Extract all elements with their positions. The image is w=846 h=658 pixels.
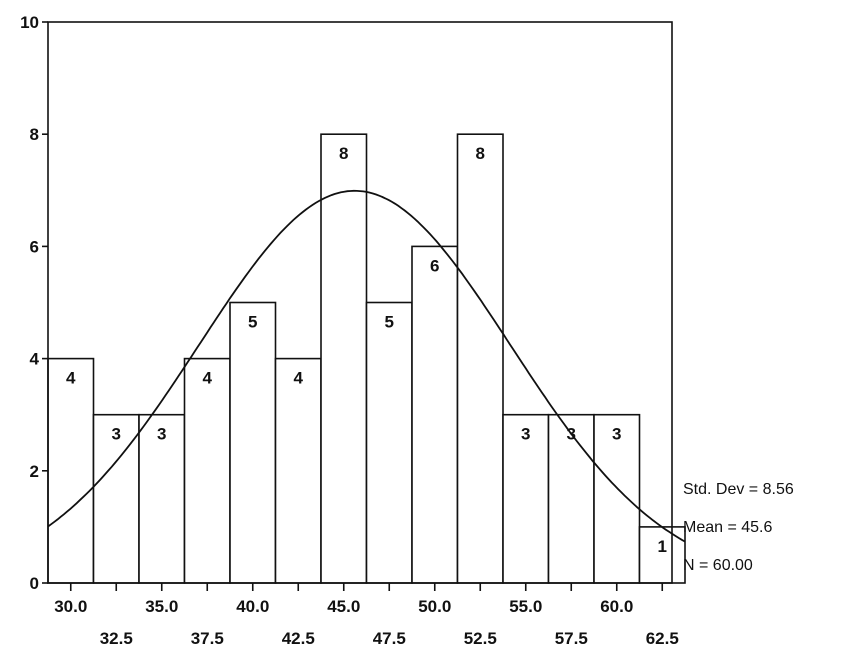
x-tick-label: 32.5	[100, 629, 133, 648]
stat-std-dev: Std. Dev = 8.56	[683, 481, 794, 498]
bar-count-label: 3	[157, 425, 166, 444]
x-tick-label: 30.0	[54, 597, 87, 616]
y-tick-label: 6	[30, 237, 39, 256]
histogram-bar	[138, 413, 186, 584]
y-tick-label: 0	[30, 574, 39, 593]
y-tick-label: 2	[30, 462, 39, 481]
histogram-bar	[274, 357, 322, 584]
x-tick-label: 40.0	[236, 597, 269, 616]
histogram-bar	[183, 357, 231, 584]
stat-n: N = 60.00	[683, 557, 753, 574]
labels-layer: 4 3 3 4 5 4 8 5 6 8 3 3 3 1	[66, 144, 667, 556]
x-tick-label: 45.0	[327, 597, 360, 616]
bar-count-label: 4	[66, 369, 76, 388]
x-tick-label: 57.5	[555, 629, 588, 648]
bar-count-label: 3	[567, 425, 576, 444]
bar-count-label: 4	[203, 369, 213, 388]
histogram-bar	[229, 301, 277, 584]
normal-curve	[47, 189, 686, 543]
bar-count-label: 8	[476, 144, 485, 163]
x-tick-label: 62.5	[646, 629, 679, 648]
bar-count-label: 5	[248, 313, 257, 332]
x-tick-label: 52.5	[464, 629, 497, 648]
bar-count-label: 4	[294, 369, 304, 388]
y-tick-label: 10	[20, 13, 39, 32]
plot-frame	[47, 21, 673, 584]
bar-count-label: 8	[339, 144, 348, 163]
bar-count-label: 3	[112, 425, 121, 444]
x-tick-label: 50.0	[418, 597, 451, 616]
x-tick-label: 42.5	[282, 629, 315, 648]
x-tick-label: 35.0	[145, 597, 178, 616]
bar-count-label: 3	[612, 425, 621, 444]
axes-layer: 0 2 4 6 8 10 30.0 35.0 40.0 45.0 50.0 55.0 60.0 32.5 3…	[20, 13, 679, 648]
x-tick-label: 47.5	[373, 629, 406, 648]
bar-count-label: 5	[385, 313, 394, 332]
bar-count-label: 3	[521, 425, 530, 444]
histogram-bar	[47, 357, 95, 584]
x-tick-label: 55.0	[509, 597, 542, 616]
x-tick-label: 37.5	[191, 629, 224, 648]
bar-count-label: 6	[430, 256, 439, 275]
stats-legend: Std. Dev = 8.56 Mean = 45.6 N = 60.00	[683, 481, 794, 574]
histogram-bar	[320, 133, 368, 584]
histogram-bar	[411, 245, 459, 584]
y-tick-label: 4	[30, 350, 40, 369]
histogram-bar	[365, 301, 413, 584]
bars-layer	[47, 133, 686, 584]
bar-count-label: 1	[658, 537, 667, 556]
curve-layer	[47, 189, 686, 543]
y-tick-label: 8	[30, 125, 39, 144]
stat-mean: Mean = 45.6	[683, 519, 773, 536]
x-tick-label: 60.0	[600, 597, 633, 616]
histogram-bar	[456, 133, 504, 584]
